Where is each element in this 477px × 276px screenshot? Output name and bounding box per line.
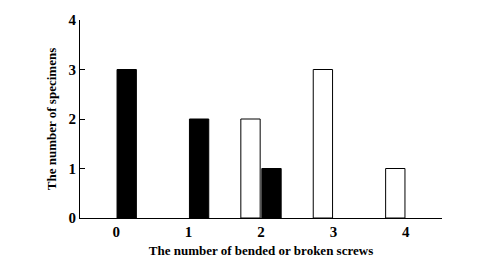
svg-text:2: 2 — [257, 224, 265, 240]
svg-text:The number of specimens: The number of specimens — [44, 48, 59, 190]
svg-text:3: 3 — [330, 224, 338, 240]
svg-text:2: 2 — [69, 111, 77, 127]
svg-text:0: 0 — [112, 224, 120, 240]
svg-text:4: 4 — [69, 12, 77, 28]
svg-text:3: 3 — [69, 62, 77, 78]
svg-text:1: 1 — [69, 161, 77, 177]
svg-text:The number of bended or broken: The number of bended or broken screws — [149, 243, 373, 258]
svg-text:0: 0 — [69, 210, 77, 226]
svg-text:4: 4 — [402, 224, 410, 240]
svg-text:1: 1 — [185, 224, 193, 240]
